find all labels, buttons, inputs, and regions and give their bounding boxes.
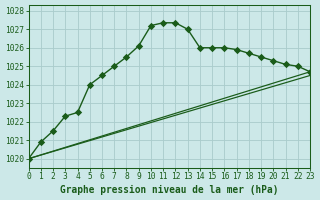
X-axis label: Graphe pression niveau de la mer (hPa): Graphe pression niveau de la mer (hPa)	[60, 185, 278, 195]
